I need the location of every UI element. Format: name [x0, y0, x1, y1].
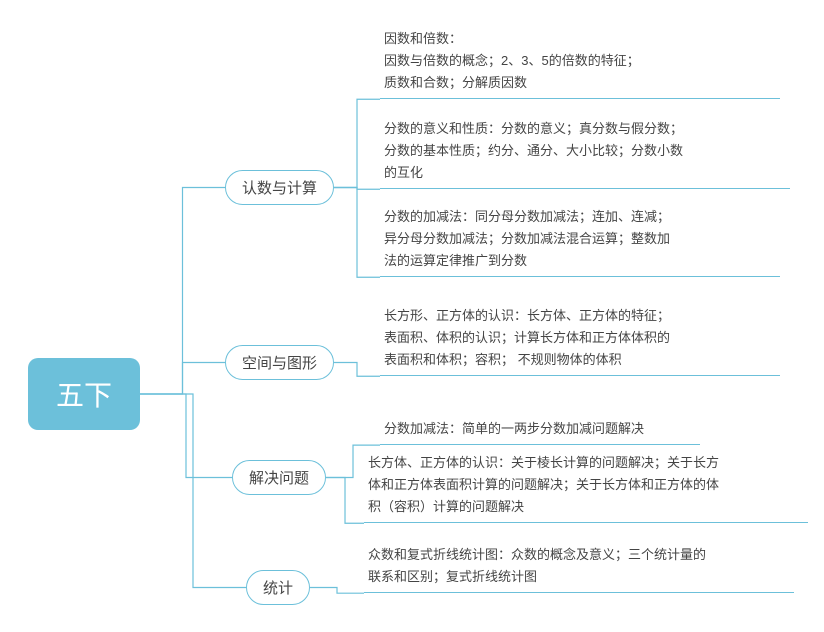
leaf-node: 长方体、正方体的认识：关于棱长计算的问题解决；关于长方体和正方体表面积计算的问题… — [364, 452, 808, 523]
level2-label: 解决问题 — [249, 470, 309, 487]
level2-label: 统计 — [263, 580, 293, 597]
level2-label: 空间与图形 — [242, 355, 317, 372]
level2-node-n3: 解决问题 — [232, 460, 326, 495]
level2-node-n2: 空间与图形 — [225, 345, 334, 380]
leaf-node: 分数的加减法：同分母分数加减法；连加、连减；异分母分数加减法；分数加减法混合运算… — [380, 206, 780, 277]
leaf-node: 长方形、正方体的认识：长方体、正方体的特征；表面积、体积的认识；计算长方体和正方… — [380, 305, 780, 376]
leaf-node: 分数加减法：简单的一两步分数加减问题解决 — [380, 418, 700, 445]
root-node: 五下 — [28, 358, 140, 430]
level2-node-n4: 统计 — [246, 570, 310, 605]
leaf-node: 因数和倍数：因数与倍数的概念；2、3、5的倍数的特征；质数和合数；分解质因数 — [380, 28, 780, 99]
root-label: 五下 — [56, 374, 112, 414]
leaf-node: 分数的意义和性质：分数的意义；真分数与假分数；分数的基本性质；约分、通分、大小比… — [380, 118, 790, 189]
level2-node-n1: 认数与计算 — [225, 170, 334, 205]
level2-label: 认数与计算 — [242, 180, 317, 197]
leaf-node: 众数和复式折线统计图：众数的概念及意义；三个统计量的联系和区别；复式折线统计图 — [364, 544, 794, 593]
